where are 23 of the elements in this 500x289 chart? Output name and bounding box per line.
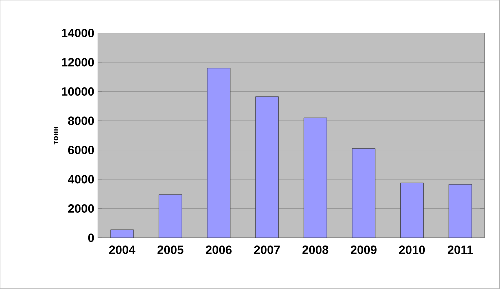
bar (304, 118, 328, 238)
x-tick-label: 2010 (399, 246, 426, 254)
y-tick-label: 8000 (68, 116, 94, 126)
bar (207, 68, 231, 238)
y-tick-label: 2000 (68, 204, 94, 213)
y-tick-label: 10000 (62, 87, 94, 96)
x-tick-label: 2005 (158, 246, 184, 254)
x-tick-label: 2009 (351, 246, 377, 254)
y-tick-label: 6000 (68, 146, 94, 154)
y-tick-label: 12000 (62, 58, 94, 67)
x-tick-label: 2006 (206, 246, 232, 254)
bar (352, 148, 376, 238)
y-tick-label: 14000 (62, 28, 94, 38)
x-tick-label: 2011 (448, 246, 474, 254)
y-tick-label: 4000 (68, 175, 94, 184)
bar (400, 182, 424, 238)
bar (256, 96, 279, 238)
bar (448, 184, 472, 238)
x-tick-label: 2004 (109, 246, 136, 254)
x-tick-label: 2007 (254, 246, 280, 254)
x-tick-label: 2008 (302, 246, 329, 254)
y-tick-label: 0 (88, 234, 94, 242)
bar (158, 194, 182, 238)
